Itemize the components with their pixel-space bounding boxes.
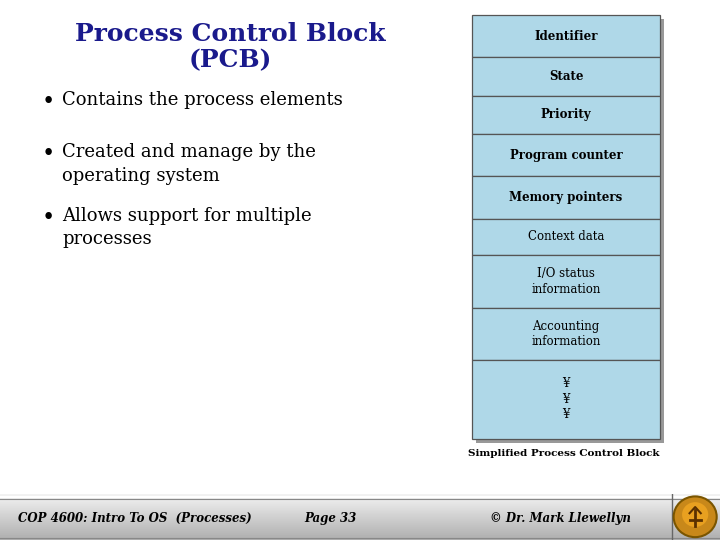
Text: Allows support for multiple
processes: Allows support for multiple processes — [62, 207, 312, 248]
Bar — [472, 134, 660, 177]
Bar — [472, 255, 660, 308]
Text: Page 33: Page 33 — [304, 511, 356, 524]
Text: •: • — [42, 143, 55, 165]
Bar — [472, 177, 660, 219]
Text: Identifier: Identifier — [534, 30, 598, 43]
Text: Accounting
information: Accounting information — [531, 320, 600, 348]
Bar — [472, 57, 660, 96]
Text: Simplified Process Control Block: Simplified Process Control Block — [469, 449, 660, 458]
Text: © Dr. Mark Llewellyn: © Dr. Mark Llewellyn — [490, 511, 631, 524]
Text: Context data: Context data — [528, 231, 604, 244]
Bar — [472, 96, 660, 134]
Bar — [472, 360, 660, 438]
Text: Process Control Block: Process Control Block — [75, 22, 385, 46]
Text: I/O status
information: I/O status information — [531, 267, 600, 295]
Bar — [472, 308, 660, 360]
Text: ¥
¥
¥: ¥ ¥ ¥ — [562, 377, 570, 421]
Circle shape — [682, 502, 708, 527]
Text: COP 4600: Intro To OS  (Processes): COP 4600: Intro To OS (Processes) — [18, 511, 251, 524]
Bar — [476, 19, 664, 443]
Text: •: • — [42, 207, 55, 229]
Text: Priority: Priority — [541, 109, 591, 122]
Bar — [472, 219, 660, 255]
Text: State: State — [549, 70, 583, 83]
Text: Program counter: Program counter — [510, 149, 622, 162]
Text: Memory pointers: Memory pointers — [509, 191, 623, 204]
Text: •: • — [42, 91, 55, 113]
Bar — [472, 15, 660, 57]
Text: Created and manage by the
operating system: Created and manage by the operating syst… — [62, 143, 316, 185]
Circle shape — [674, 496, 716, 537]
Text: (PCB): (PCB) — [189, 49, 271, 72]
Text: Contains the process elements: Contains the process elements — [62, 91, 343, 109]
